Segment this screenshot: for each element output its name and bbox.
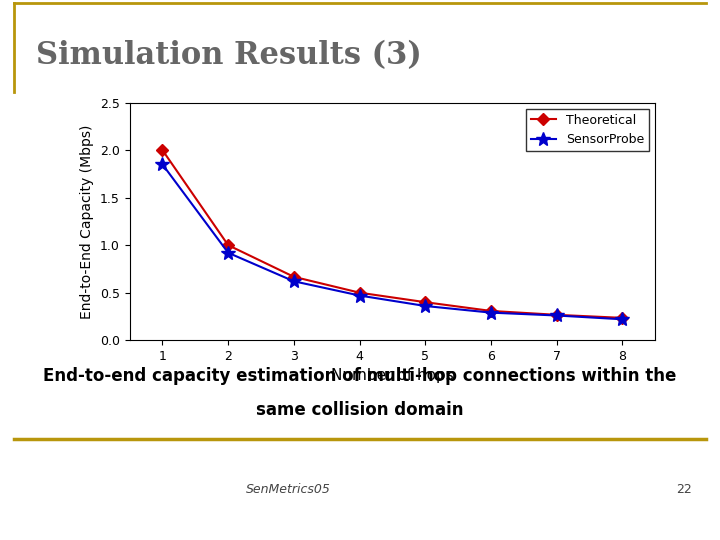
SensorProbe bbox=[289, 278, 298, 285]
SensorProbe bbox=[224, 249, 233, 256]
Theoretical bbox=[487, 308, 495, 314]
Y-axis label: End-to-End Capacity (Mbps): End-to-End Capacity (Mbps) bbox=[81, 124, 94, 319]
Text: End-to-end capacity estimation of multi-hop connections within the: End-to-end capacity estimation of multi-… bbox=[43, 367, 677, 385]
Text: 22: 22 bbox=[676, 483, 692, 496]
SensorProbe bbox=[487, 309, 495, 316]
Theoretical bbox=[158, 147, 167, 153]
SensorProbe bbox=[552, 312, 561, 319]
Text: SenMetrics05: SenMetrics05 bbox=[246, 483, 330, 496]
SensorProbe bbox=[158, 161, 167, 167]
Text: Simulation Results (3): Simulation Results (3) bbox=[36, 39, 422, 71]
Theoretical bbox=[552, 312, 561, 318]
SensorProbe bbox=[618, 316, 626, 322]
Line: SensorProbe: SensorProbe bbox=[156, 158, 629, 326]
Theoretical bbox=[618, 315, 626, 321]
Text: same collision domain: same collision domain bbox=[256, 401, 464, 420]
Theoretical bbox=[224, 242, 233, 248]
Theoretical bbox=[289, 274, 298, 280]
X-axis label: Number of hops: Number of hops bbox=[331, 368, 454, 383]
Line: Theoretical: Theoretical bbox=[158, 146, 626, 322]
Theoretical bbox=[421, 299, 430, 306]
SensorProbe bbox=[355, 292, 364, 299]
Legend: Theoretical, SensorProbe: Theoretical, SensorProbe bbox=[526, 109, 649, 151]
SensorProbe bbox=[421, 303, 430, 309]
Theoretical bbox=[355, 289, 364, 296]
